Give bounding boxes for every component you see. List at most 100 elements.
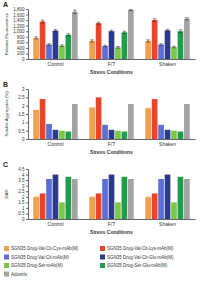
error-line bbox=[55, 30, 56, 32]
bar bbox=[33, 197, 39, 219]
plot-area bbox=[33, 175, 189, 219]
y-tick-mark bbox=[26, 106, 28, 107]
y-tick-mark bbox=[26, 202, 28, 203]
y-tick-mark bbox=[26, 59, 28, 60]
y-tick: 2 bbox=[22, 104, 28, 109]
bar bbox=[152, 20, 158, 59]
y-tick-label: 2 bbox=[22, 104, 25, 109]
error-cap bbox=[172, 47, 175, 48]
y-tick: 600 bbox=[17, 40, 28, 45]
error-cap bbox=[103, 45, 106, 46]
error-line bbox=[92, 40, 93, 42]
error-line bbox=[180, 30, 181, 33]
y-tick: 1.5 bbox=[18, 112, 28, 117]
bar bbox=[46, 179, 52, 219]
bar bbox=[59, 46, 65, 59]
panel: B00.511.522.53ControlF/TShakenSoluble Ag… bbox=[3, 81, 196, 155]
y-tick: 2.5 bbox=[18, 189, 28, 194]
x-tick-label: F/T bbox=[108, 141, 116, 147]
y-tick-mark bbox=[26, 122, 28, 123]
y-tick-mark bbox=[26, 186, 28, 187]
y-tick-label: 2 bbox=[22, 195, 25, 200]
series bbox=[40, 97, 158, 139]
bar bbox=[128, 179, 134, 219]
bar bbox=[40, 22, 46, 60]
legend-label: SGN35 Drug-Val-Cit-Cys-mAb(M) bbox=[11, 246, 79, 251]
x-tick-label: Control bbox=[47, 141, 63, 147]
legend-swatch bbox=[4, 255, 9, 260]
y-tick: 0 bbox=[22, 57, 28, 62]
bar bbox=[53, 130, 59, 139]
error-line bbox=[74, 10, 75, 13]
error-cap bbox=[103, 46, 106, 47]
error-cap bbox=[73, 10, 76, 11]
y-axis: 00.511.522.53 bbox=[18, 87, 28, 142]
error-cap bbox=[60, 46, 63, 47]
y-tick-mark bbox=[26, 26, 28, 27]
y-tick-mark bbox=[26, 9, 28, 10]
error-bar bbox=[153, 19, 156, 22]
bar bbox=[115, 131, 121, 139]
bar bbox=[115, 47, 121, 59]
error-cap bbox=[73, 13, 76, 14]
y-tick: 0.5 bbox=[18, 129, 28, 134]
legend-swatch bbox=[4, 263, 9, 268]
y-axis-line bbox=[26, 10, 29, 60]
bar bbox=[115, 202, 121, 219]
error-bar bbox=[159, 44, 162, 46]
y-tick-label: 3 bbox=[22, 87, 25, 92]
x-tick-label: F/T bbox=[108, 61, 116, 67]
y-tick: 1 bbox=[22, 206, 28, 211]
y-tick: 4 bbox=[22, 172, 28, 177]
y-tick: 3 bbox=[22, 87, 28, 92]
y-tick: 0 bbox=[22, 217, 28, 222]
y-tick-label: 1.5 bbox=[18, 200, 25, 205]
y-tick-mark bbox=[26, 208, 28, 209]
error-line bbox=[111, 30, 112, 32]
y-tick: 1,800 bbox=[13, 7, 28, 12]
error-cap bbox=[153, 18, 156, 19]
bar bbox=[171, 47, 177, 59]
x-tick-label: Shaken bbox=[159, 61, 176, 67]
bar bbox=[40, 99, 46, 139]
y-tick-mark bbox=[26, 15, 28, 16]
error-line bbox=[154, 19, 155, 22]
y-tick-mark bbox=[26, 114, 28, 115]
error-line bbox=[148, 40, 149, 42]
y-tick-mark bbox=[26, 131, 28, 132]
y-tick: 3 bbox=[22, 184, 28, 189]
error-cap bbox=[185, 17, 188, 18]
bar bbox=[72, 12, 78, 59]
bar bbox=[72, 104, 78, 139]
y-tick-mark bbox=[26, 20, 28, 21]
series bbox=[46, 179, 164, 219]
error-bar bbox=[54, 30, 57, 32]
y-axis-title: Relative Fluorescence bbox=[4, 12, 9, 55]
plot-area bbox=[33, 9, 189, 59]
y-tick: 1,000 bbox=[13, 29, 28, 34]
bar bbox=[46, 45, 52, 59]
bar bbox=[128, 10, 134, 59]
x-tick-label: Control bbox=[47, 61, 63, 67]
x-tick: F/T bbox=[108, 221, 116, 227]
x-axis-title: Stress Conditions bbox=[90, 229, 133, 235]
error-cap bbox=[34, 36, 37, 37]
bar bbox=[33, 38, 39, 59]
y-tick: 1 bbox=[22, 120, 28, 125]
bar bbox=[59, 202, 65, 219]
y-tick-mark bbox=[26, 197, 28, 198]
y-tick-label: 400 bbox=[17, 46, 25, 51]
y-tick-label: 1,000 bbox=[13, 29, 25, 34]
bar bbox=[102, 125, 108, 139]
y-tick-mark bbox=[26, 219, 28, 220]
error-cap bbox=[166, 31, 169, 32]
y-tick-label: 200 bbox=[17, 51, 25, 56]
legend-swatch bbox=[100, 255, 105, 260]
bar bbox=[109, 31, 115, 59]
legend-item: SGN35 Drug-Val-Cit-mAb(M) bbox=[4, 255, 69, 260]
series bbox=[66, 30, 184, 59]
error-cap bbox=[153, 21, 156, 22]
x-axis: ControlF/TShaken bbox=[29, 220, 196, 227]
error-cap bbox=[129, 10, 132, 11]
bar bbox=[165, 130, 171, 139]
